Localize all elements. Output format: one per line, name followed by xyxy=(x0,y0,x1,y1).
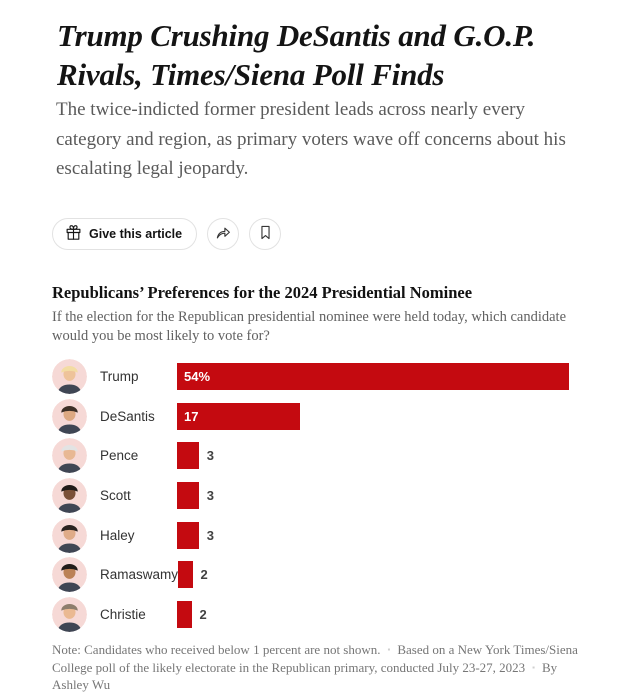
bar-track: 2 xyxy=(178,561,592,589)
candidate-avatar xyxy=(52,478,87,514)
bar xyxy=(178,561,193,589)
candidate-avatar xyxy=(52,557,87,593)
deck: The twice-indicted former president lead… xyxy=(56,99,566,179)
candidate-label: DeSantis xyxy=(100,408,155,424)
note-segment: By Ashley Wu xyxy=(52,659,558,693)
candidate-avatar xyxy=(52,438,87,474)
bookmark-button[interactable] xyxy=(249,218,282,250)
candidate-avatar xyxy=(52,359,87,395)
note-bullet: ▪ xyxy=(387,645,391,654)
give-article-button[interactable]: Give this article xyxy=(52,218,198,250)
note-bullet: ▪ xyxy=(532,662,536,672)
bar-track: 54% xyxy=(177,363,592,391)
candidate-label: Scott xyxy=(100,488,131,504)
bar xyxy=(177,600,192,628)
bar xyxy=(177,482,199,510)
value-label: 17 xyxy=(184,408,199,424)
bar-track: 2 xyxy=(177,600,592,628)
candidate-label: Pence xyxy=(100,448,139,464)
chart-row: Scott 3 xyxy=(52,476,592,516)
value-label: 2 xyxy=(200,567,208,583)
share-button[interactable] xyxy=(207,218,240,250)
bar-track: 3 xyxy=(177,482,592,510)
value-label: 3 xyxy=(206,448,214,464)
bar: 17 xyxy=(177,402,301,430)
candidate-avatar xyxy=(52,398,87,434)
chart-row: Pence 3 xyxy=(52,436,592,476)
bookmark-icon xyxy=(257,224,274,244)
bar xyxy=(177,442,199,470)
bar xyxy=(177,521,199,549)
toolbar: Give this article xyxy=(52,218,282,250)
share-icon xyxy=(214,224,232,245)
chart-row: Haley 3 xyxy=(52,515,592,555)
chart-row: DeSantis 17 xyxy=(52,397,592,437)
note-segment: Based on a New York Times/Siena College … xyxy=(52,642,578,675)
note-segment: Note: Candidates who received below 1 pe… xyxy=(52,642,381,657)
chart-row: Trump 54% xyxy=(52,357,592,397)
candidate-label: Trump xyxy=(100,369,139,385)
chart-title: Republicans’ Preferences for the 2024 Pr… xyxy=(52,283,473,302)
gift-icon xyxy=(65,224,82,244)
bar: 54% xyxy=(177,363,569,391)
bar-chart: Trump 54% DeSantis 17 Pence 3 Scott 3 Haley 3 Rama… xyxy=(52,357,592,634)
candidate-label: Ramaswamy xyxy=(100,567,179,583)
bar-track: 17 xyxy=(177,402,592,430)
chart-row: Christie 2 xyxy=(52,595,592,635)
headline: Trump Crushing DeSantis and G.O.P. Rival… xyxy=(57,18,536,92)
candidate-label: Haley xyxy=(100,527,135,543)
bar-track: 3 xyxy=(177,442,592,470)
candidate-avatar xyxy=(52,517,87,553)
value-label: 3 xyxy=(206,527,214,543)
footnote: Note: Candidates who received below 1 pe… xyxy=(52,641,592,694)
value-label: 2 xyxy=(199,606,207,622)
value-label: 54% xyxy=(184,369,211,385)
bar-track: 3 xyxy=(177,521,592,549)
candidate-avatar xyxy=(52,596,87,632)
chart-row: Ramaswamy 2 xyxy=(52,555,592,595)
candidate-label: Christie xyxy=(100,606,146,622)
value-label: 3 xyxy=(206,488,214,504)
give-article-label: Give this article xyxy=(89,227,183,241)
chart-subtitle: If the election for the Republican presi… xyxy=(52,309,567,344)
